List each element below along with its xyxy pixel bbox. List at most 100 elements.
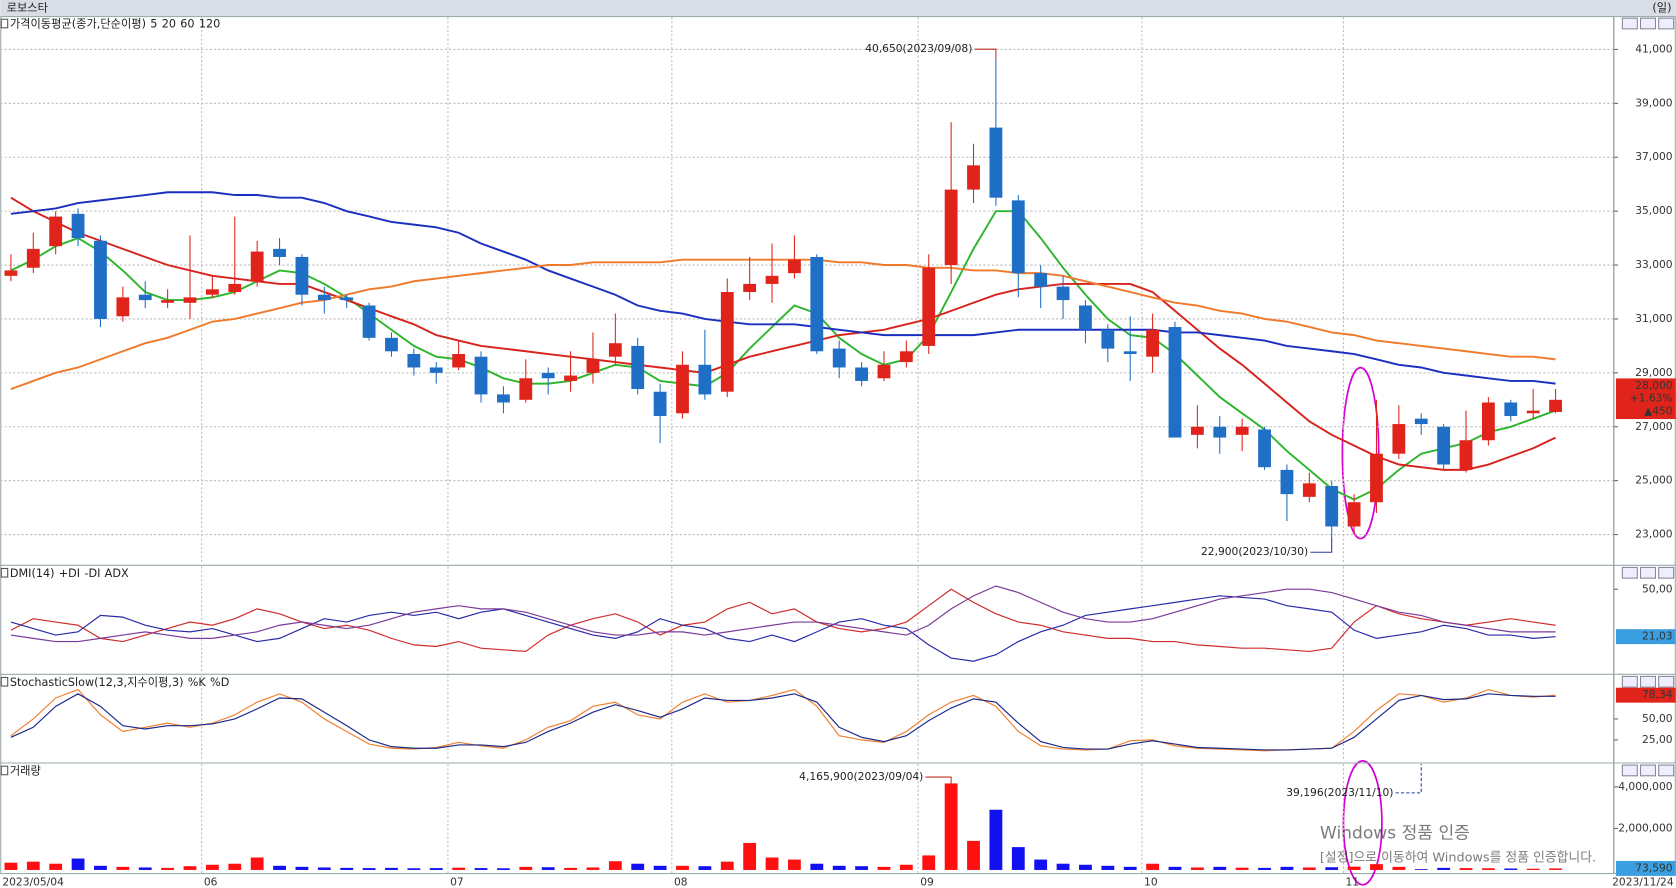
candle-body — [49, 216, 63, 247]
candle-body — [855, 367, 868, 381]
panel-icon — [0, 18, 9, 29]
volume-bar — [71, 858, 85, 870]
volume-bar — [967, 840, 980, 870]
volume-bar — [832, 865, 846, 870]
candle-body — [586, 359, 600, 373]
volume-bar — [1347, 866, 1361, 870]
legend-entry: %D — [210, 676, 229, 689]
candle-body — [1325, 486, 1339, 527]
watermark: Windows 정품 인증 — [1320, 824, 1470, 844]
candle-body — [183, 297, 197, 303]
candle-body — [317, 294, 331, 301]
panel-title: 거래량 — [10, 765, 41, 778]
panel-button — [1658, 566, 1675, 579]
candle-body — [676, 364, 689, 414]
volume-bar — [250, 857, 264, 870]
candle-body — [631, 345, 645, 390]
volume-bar — [26, 861, 40, 870]
candle-body — [944, 189, 958, 266]
series-line — [10, 258, 1556, 390]
panel-button — [1639, 566, 1657, 579]
candle-body — [899, 351, 913, 363]
current-price-label: ▲450 — [1644, 405, 1673, 418]
period: (일) — [1652, 1, 1671, 15]
candle-body — [1079, 305, 1092, 330]
volume-bar — [228, 863, 242, 870]
candle-body — [1370, 453, 1383, 503]
volume-bar — [205, 864, 219, 870]
candle-body — [1459, 440, 1473, 470]
x-tick-label: 08 — [674, 876, 688, 888]
candle-body — [541, 372, 555, 379]
panel-button — [1621, 566, 1638, 579]
x-tick-label: 07 — [450, 876, 464, 888]
volume-bar — [183, 866, 197, 870]
candle-body — [1034, 273, 1048, 287]
stock-name: 로보스타 — [7, 2, 48, 15]
candle-body — [608, 343, 622, 357]
volume-bar — [608, 861, 622, 870]
annotation-line — [1395, 764, 1422, 794]
annotation-line — [1310, 537, 1333, 553]
candle-body — [362, 305, 376, 338]
candle-body — [1347, 502, 1361, 527]
candle-body — [1481, 402, 1495, 441]
volume-bar — [1168, 866, 1182, 870]
candle-body — [385, 337, 398, 352]
volume-bar — [1101, 865, 1115, 870]
volume-bar — [94, 865, 107, 870]
x-tick-label: 10 — [1144, 876, 1158, 888]
volume-bar — [1459, 868, 1473, 870]
volume-bar — [1325, 867, 1339, 870]
volume-bar — [1504, 868, 1518, 870]
volume-bar — [362, 868, 376, 870]
current-price-box — [1615, 378, 1676, 420]
candle-body — [1414, 418, 1428, 425]
candle-body — [1392, 424, 1406, 454]
candle-body — [1101, 329, 1115, 349]
volume-bar — [1123, 866, 1137, 870]
volume-bar — [1146, 863, 1160, 870]
volume-bar — [4, 862, 18, 870]
legend-entry: 20 — [162, 18, 176, 31]
volume-bar — [899, 864, 913, 870]
candle-body — [1437, 426, 1451, 465]
legend-entry: +DI — [59, 567, 80, 580]
volume-bar — [653, 865, 667, 870]
volume-bar — [989, 809, 1003, 870]
volume-bar — [407, 868, 421, 870]
y-tick-label: 27,000 — [1635, 420, 1673, 433]
panel-title: 가격이동평균(종가,단순이평) — [10, 17, 146, 31]
candle-body — [877, 364, 891, 379]
volume-bar — [1258, 867, 1271, 870]
volume-bar — [1392, 866, 1406, 870]
volume-bar — [765, 857, 779, 870]
y-tick-label: 50,00 — [1642, 712, 1673, 725]
panel-button — [1639, 764, 1657, 777]
volume-bar — [855, 866, 868, 870]
highlight-ellipse — [1341, 366, 1380, 540]
series-line — [10, 210, 1556, 501]
candle-body — [228, 283, 242, 293]
volume-bar — [1280, 866, 1294, 870]
y-tick-label: 25,00 — [1642, 733, 1673, 746]
volume-bar — [541, 867, 555, 870]
candle-body — [496, 394, 510, 403]
candle-body — [1056, 286, 1070, 301]
legend-entry: %K — [188, 676, 207, 689]
current-value-box — [1615, 860, 1676, 876]
current-price-label: 28,000 — [1635, 379, 1673, 392]
volume-bar — [452, 867, 466, 870]
panel-icon — [0, 567, 9, 578]
volume-bar — [1414, 869, 1428, 870]
volume-bar — [340, 867, 354, 870]
panel-button — [1639, 17, 1657, 30]
candle-body — [1302, 483, 1316, 497]
candle-body — [1168, 327, 1182, 438]
y-tick-label: 25,000 — [1635, 474, 1673, 487]
title-bar — [0, 0, 1676, 17]
candle-body — [1549, 399, 1562, 412]
annotation: 4,165,900(2023/09/04) — [799, 770, 923, 783]
volume-bar — [676, 865, 689, 870]
